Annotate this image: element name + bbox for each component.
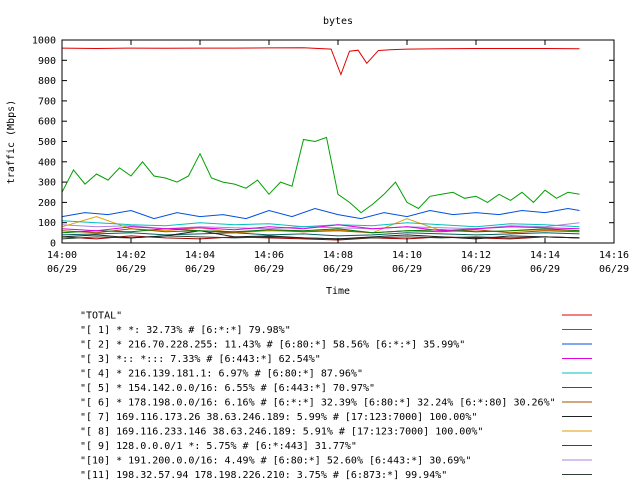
x-tick-date-label: 06/29 bbox=[323, 264, 353, 275]
legend-entry-label: "[ 3] *:: *::: 7.33% # [6:443:*] 62.54%" bbox=[80, 354, 321, 365]
y-tick-label: 200 bbox=[38, 198, 56, 209]
legend-entry-label: "TOTAL" bbox=[80, 311, 122, 322]
x-tick-time-label: 14:16 bbox=[599, 250, 629, 261]
x-tick-date-label: 06/29 bbox=[254, 264, 284, 275]
x-tick-date-label: 06/29 bbox=[47, 264, 77, 275]
x-tick-date-label: 06/29 bbox=[116, 264, 146, 275]
series-layer bbox=[61, 47, 580, 241]
x-axis-ticks: 14:00 06/29 14:02 06/29 14:04 06/29 14:06 06/29… bbox=[47, 40, 629, 275]
legend-entry-label: "[11] 198.32.57.94 178.198.226.210: 3.75… bbox=[80, 470, 447, 480]
y-axis-ticks: 0 100 200 300 400 500 600 700 800 900 1000 bbox=[32, 36, 614, 250]
x-tick-time-label: 14:00 bbox=[47, 250, 77, 261]
x-axis-label: Time bbox=[326, 286, 350, 297]
y-tick-label: 600 bbox=[38, 117, 56, 128]
x-tick-date-label: 06/29 bbox=[530, 264, 560, 275]
y-tick-label: 900 bbox=[38, 56, 56, 67]
y-tick-label: 800 bbox=[38, 76, 56, 87]
y-tick-label: 100 bbox=[38, 218, 56, 229]
series-line bbox=[61, 47, 580, 76]
series-line bbox=[61, 224, 580, 232]
x-tick-time-label: 14:04 bbox=[185, 250, 215, 261]
legend-entry-label: "[ 5] * 154.142.0.0/16: 6.55% # [6:443:*… bbox=[80, 383, 375, 394]
legend-entry-label: "[ 2] * 216.70.228.255: 11.43% # [6:80:*… bbox=[80, 340, 465, 351]
y-tick-label: 1000 bbox=[32, 36, 56, 47]
x-tick-time-label: 14:06 bbox=[254, 250, 284, 261]
x-tick-date-label: 06/29 bbox=[599, 264, 629, 275]
legend-entry-label: "[ 9] 128.0.0.0/1 *: 5.75% # [6:*:443] 3… bbox=[80, 441, 357, 452]
x-tick-time-label: 14:10 bbox=[392, 250, 422, 261]
x-tick-date-label: 06/29 bbox=[185, 264, 215, 275]
series-line bbox=[61, 232, 580, 237]
legend-entry-label: "[ 1] * *: 32.73% # [6:*:*] 79.98%" bbox=[80, 325, 291, 336]
series-line bbox=[61, 222, 580, 230]
y-tick-label: 500 bbox=[38, 137, 56, 148]
series-line bbox=[61, 230, 580, 240]
legend-entry-label: "[ 8] 169.116.233.146 38.63.246.189: 5.9… bbox=[80, 427, 483, 438]
series-line bbox=[61, 136, 580, 214]
plot-frame bbox=[61, 39, 615, 244]
x-tick-date-label: 06/29 bbox=[461, 264, 491, 275]
legend-entry-label: "[ 4] * 216.139.181.1: 6.97% # [6:80:*] … bbox=[80, 369, 363, 380]
y-tick-label: 0 bbox=[50, 239, 56, 250]
series-line bbox=[61, 220, 580, 228]
y-tick-label: 300 bbox=[38, 178, 56, 189]
x-tick-time-label: 14:02 bbox=[116, 250, 146, 261]
series-line bbox=[61, 207, 580, 220]
legend-entry-label: "[ 6] * 178.198.0.0/16: 6.16% # [6:*:*] … bbox=[80, 398, 556, 409]
legend-entry-label: "[10] * 191.200.0.0/16: 4.49% # [6:80:*]… bbox=[80, 456, 471, 467]
y-tick-label: 400 bbox=[38, 157, 56, 168]
x-tick-date-label: 06/29 bbox=[392, 264, 422, 275]
chart-title: bytes bbox=[323, 16, 353, 27]
x-tick-time-label: 14:12 bbox=[461, 250, 491, 261]
y-tick-label: 700 bbox=[38, 96, 56, 107]
legend-entry-label: "[ 7] 169.116.173.26 38.63.246.189: 5.99… bbox=[80, 412, 477, 423]
legend: "TOTAL" "[ 1] * *: 32.73% # [6:*:*] 79.98… bbox=[80, 311, 592, 480]
x-tick-time-label: 14:08 bbox=[323, 250, 353, 261]
x-tick-time-label: 14:14 bbox=[530, 250, 560, 261]
series-line bbox=[61, 228, 580, 234]
y-axis-label: traffic (Mbps) bbox=[6, 100, 17, 184]
